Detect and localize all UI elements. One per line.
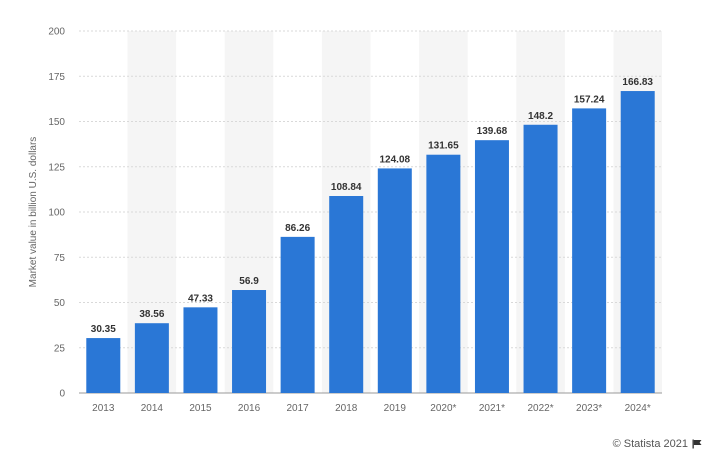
flag-icon	[692, 439, 702, 449]
bar[interactable]	[183, 307, 218, 393]
x-tick-label: 2023*	[576, 403, 602, 414]
bars	[86, 91, 655, 394]
bar[interactable]	[86, 338, 121, 393]
data-labels: 30.35 38.56 47.33 56.9 86.26 108.84 124.08 131.…	[91, 77, 654, 335]
gridlines	[79, 30, 662, 394]
x-tick-label: 2022*	[527, 403, 553, 414]
y-tick-label: 50	[54, 298, 66, 309]
statista-credit[interactable]: © Statista 2021	[613, 438, 702, 450]
x-tick-label: 2013	[92, 403, 115, 414]
y-tick-label: 150	[48, 117, 65, 128]
y-tick-label: 0	[59, 389, 65, 400]
y-tick-label: 175	[48, 72, 65, 83]
x-tick-label: 2018	[335, 403, 358, 414]
x-tick-label: 2016	[238, 403, 261, 414]
x-tick-label: 2020*	[430, 403, 456, 414]
bar[interactable]	[572, 108, 607, 393]
bar[interactable]	[377, 168, 412, 393]
bar[interactable]	[232, 290, 267, 393]
y-tick-label: 75	[54, 253, 66, 264]
data-label: 56.9	[239, 276, 259, 287]
x-tick-label: 2015	[189, 403, 212, 414]
data-label: 148.2	[528, 111, 553, 122]
data-label: 166.83	[622, 77, 653, 88]
data-label: 157.24	[574, 94, 605, 105]
x-tick-label: 2017	[287, 403, 310, 414]
bar[interactable]	[426, 154, 461, 393]
data-label: 47.33	[188, 293, 213, 304]
x-tick-label: 2014	[141, 403, 164, 414]
y-tick-label: 200	[48, 27, 65, 38]
credit-text: © Statista 2021	[612, 438, 688, 450]
y-axis-title: Market value in billion U.S. dollars	[28, 137, 39, 288]
bar[interactable]	[523, 124, 558, 394]
y-tick-label: 125	[48, 162, 65, 173]
y-tick-label: 25	[54, 343, 66, 354]
x-tick-label: 2019	[384, 403, 407, 414]
data-label: 131.65	[428, 141, 459, 152]
bar[interactable]	[329, 195, 364, 393]
bar[interactable]	[280, 236, 315, 393]
data-label: 108.84	[331, 182, 362, 193]
data-label: 124.08	[379, 154, 410, 165]
x-tick-label: 2021*	[479, 403, 505, 414]
x-axis-ticks: 2013 2014 2015 2016 2017 2018 2019 2020* 2021* 20…	[92, 403, 651, 414]
data-label: 38.56	[139, 309, 164, 320]
data-label: 139.68	[477, 126, 508, 137]
data-label: 86.26	[285, 223, 310, 234]
bar[interactable]	[620, 91, 655, 394]
data-label: 30.35	[91, 324, 116, 335]
x-tick-label: 2024*	[625, 403, 651, 414]
y-axis-ticks: 0 25 50 75 100 125 150 175 200	[48, 27, 65, 400]
bar[interactable]	[134, 323, 169, 393]
y-tick-label: 100	[48, 208, 65, 219]
bar[interactable]	[474, 140, 509, 393]
